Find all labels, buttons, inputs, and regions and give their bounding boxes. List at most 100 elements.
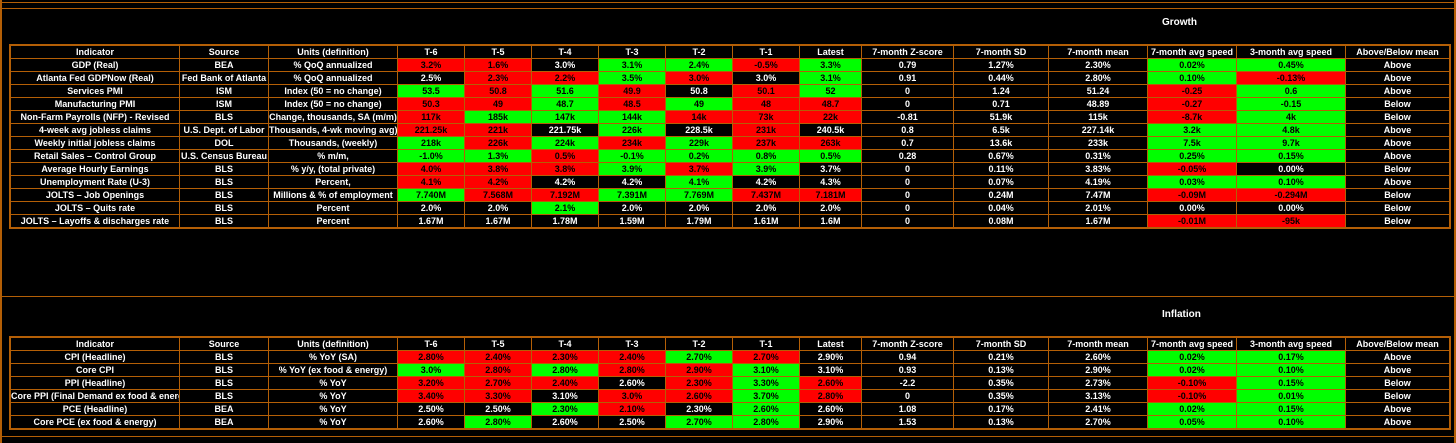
value-cell[interactable]: 22k: [800, 111, 861, 123]
value-cell[interactable]: 0: [862, 85, 953, 97]
source-cell[interactable]: BLS: [180, 189, 268, 201]
value-cell[interactable]: 0.17%: [954, 403, 1048, 415]
value-cell[interactable]: 2.10%: [599, 403, 665, 415]
value-cell[interactable]: 2.80%: [1049, 72, 1147, 84]
value-cell[interactable]: 0.35%: [954, 377, 1048, 389]
value-cell[interactable]: 50.3: [398, 98, 464, 110]
value-cell[interactable]: 226k: [599, 124, 665, 136]
value-cell[interactable]: 3.0%: [599, 390, 665, 402]
value-cell[interactable]: 1.67M: [465, 215, 531, 227]
value-cell[interactable]: Below: [1346, 98, 1449, 110]
value-cell[interactable]: 4.0%: [398, 163, 464, 175]
source-cell[interactable]: BLS: [180, 176, 268, 188]
value-cell[interactable]: 0.13%: [954, 416, 1048, 428]
value-cell[interactable]: -0.27: [1148, 98, 1236, 110]
value-cell[interactable]: 221k: [465, 124, 531, 136]
value-cell[interactable]: 3.8%: [465, 163, 531, 175]
source-cell[interactable]: BLS: [180, 215, 268, 227]
value-cell[interactable]: -0.05%: [1148, 163, 1236, 175]
value-cell[interactable]: 49: [666, 98, 732, 110]
value-cell[interactable]: 48.7: [800, 98, 861, 110]
value-cell[interactable]: Below: [1346, 163, 1449, 175]
value-cell[interactable]: 231k: [733, 124, 799, 136]
value-cell[interactable]: 0.24M: [954, 189, 1048, 201]
value-cell[interactable]: 0.00%: [1237, 163, 1345, 175]
value-cell[interactable]: 52: [800, 85, 861, 97]
value-cell[interactable]: 0.15%: [1237, 403, 1345, 415]
indicator-cell[interactable]: GDP (Real): [11, 59, 179, 71]
value-cell[interactable]: 2.0%: [800, 202, 861, 214]
value-cell[interactable]: 2.40%: [599, 351, 665, 363]
value-cell[interactable]: 2.0%: [465, 202, 531, 214]
value-cell[interactable]: 2.0%: [733, 202, 799, 214]
value-cell[interactable]: -0.1%: [599, 150, 665, 162]
value-cell[interactable]: 0: [862, 176, 953, 188]
value-cell[interactable]: 7.5k: [1148, 137, 1236, 149]
value-cell[interactable]: 3.30%: [465, 390, 531, 402]
value-cell[interactable]: 7.391M: [599, 189, 665, 201]
value-cell[interactable]: 3.1%: [599, 59, 665, 71]
units-cell[interactable]: % QoQ annualized: [269, 59, 397, 71]
value-cell[interactable]: 2.70%: [666, 351, 732, 363]
value-cell[interactable]: 2.80%: [398, 351, 464, 363]
value-cell[interactable]: 1.6M: [800, 215, 861, 227]
units-cell[interactable]: Index (50 = no change): [269, 85, 397, 97]
value-cell[interactable]: 0.21%: [954, 351, 1048, 363]
value-cell[interactable]: 3.2k: [1148, 124, 1236, 136]
value-cell[interactable]: 224k: [532, 137, 598, 149]
source-cell[interactable]: BLS: [180, 390, 268, 402]
value-cell[interactable]: 3.0%: [532, 59, 598, 71]
value-cell[interactable]: 0.01%: [1237, 390, 1345, 402]
value-cell[interactable]: 2.50%: [599, 416, 665, 428]
value-cell[interactable]: 0.31%: [1049, 150, 1147, 162]
value-cell[interactable]: 0.10%: [1237, 176, 1345, 188]
value-cell[interactable]: 0.10%: [1237, 364, 1345, 376]
value-cell[interactable]: 115k: [1049, 111, 1147, 123]
value-cell[interactable]: 0.02%: [1148, 59, 1236, 71]
value-cell[interactable]: 185k: [465, 111, 531, 123]
value-cell[interactable]: 0: [862, 163, 953, 175]
value-cell[interactable]: 0.25%: [1148, 150, 1236, 162]
value-cell[interactable]: 3.9%: [599, 163, 665, 175]
indicator-cell[interactable]: Core PPI (Final Demand ex food & energy): [11, 390, 179, 402]
value-cell[interactable]: 73k: [733, 111, 799, 123]
value-cell[interactable]: 7.568M: [465, 189, 531, 201]
value-cell[interactable]: 9.7k: [1237, 137, 1345, 149]
value-cell[interactable]: 6.5k: [954, 124, 1048, 136]
value-cell[interactable]: 4.3%: [800, 176, 861, 188]
source-cell[interactable]: BEA: [180, 403, 268, 415]
value-cell[interactable]: 49.9: [599, 85, 665, 97]
value-cell[interactable]: 1.67M: [1049, 215, 1147, 227]
indicator-cell[interactable]: JOLTS – Job Openings: [11, 189, 179, 201]
value-cell[interactable]: 2.80%: [532, 364, 598, 376]
value-cell[interactable]: 13.6k: [954, 137, 1048, 149]
value-cell[interactable]: 3.83%: [1049, 163, 1147, 175]
value-cell[interactable]: 3.8%: [532, 163, 598, 175]
value-cell[interactable]: 50.8: [465, 85, 531, 97]
value-cell[interactable]: 4k: [1237, 111, 1345, 123]
value-cell[interactable]: 51.9k: [954, 111, 1048, 123]
value-cell[interactable]: 48.7: [532, 98, 598, 110]
value-cell[interactable]: 2.70%: [465, 377, 531, 389]
value-cell[interactable]: 0: [862, 390, 953, 402]
value-cell[interactable]: 0.02%: [1148, 351, 1236, 363]
value-cell[interactable]: 0.5%: [532, 150, 598, 162]
indicator-cell[interactable]: 4-week avg jobless claims: [11, 124, 179, 136]
value-cell[interactable]: 147k: [532, 111, 598, 123]
value-cell[interactable]: 2.60%: [666, 390, 732, 402]
value-cell[interactable]: 4.1%: [398, 176, 464, 188]
value-cell[interactable]: 2.41%: [1049, 403, 1147, 415]
value-cell[interactable]: 0.15%: [1237, 377, 1345, 389]
value-cell[interactable]: Below: [1346, 377, 1449, 389]
value-cell[interactable]: 2.30%: [1049, 59, 1147, 71]
source-cell[interactable]: ISM: [180, 98, 268, 110]
source-cell[interactable]: Fed Bank of Atlanta: [180, 72, 268, 84]
value-cell[interactable]: 4.19%: [1049, 176, 1147, 188]
value-cell[interactable]: 2.30%: [666, 403, 732, 415]
value-cell[interactable]: 3.10%: [532, 390, 598, 402]
value-cell[interactable]: 2.50%: [465, 403, 531, 415]
value-cell[interactable]: 2.80%: [733, 416, 799, 428]
indicator-cell[interactable]: PCE (Headline): [11, 403, 179, 415]
value-cell[interactable]: 48: [733, 98, 799, 110]
value-cell[interactable]: -2.2: [862, 377, 953, 389]
